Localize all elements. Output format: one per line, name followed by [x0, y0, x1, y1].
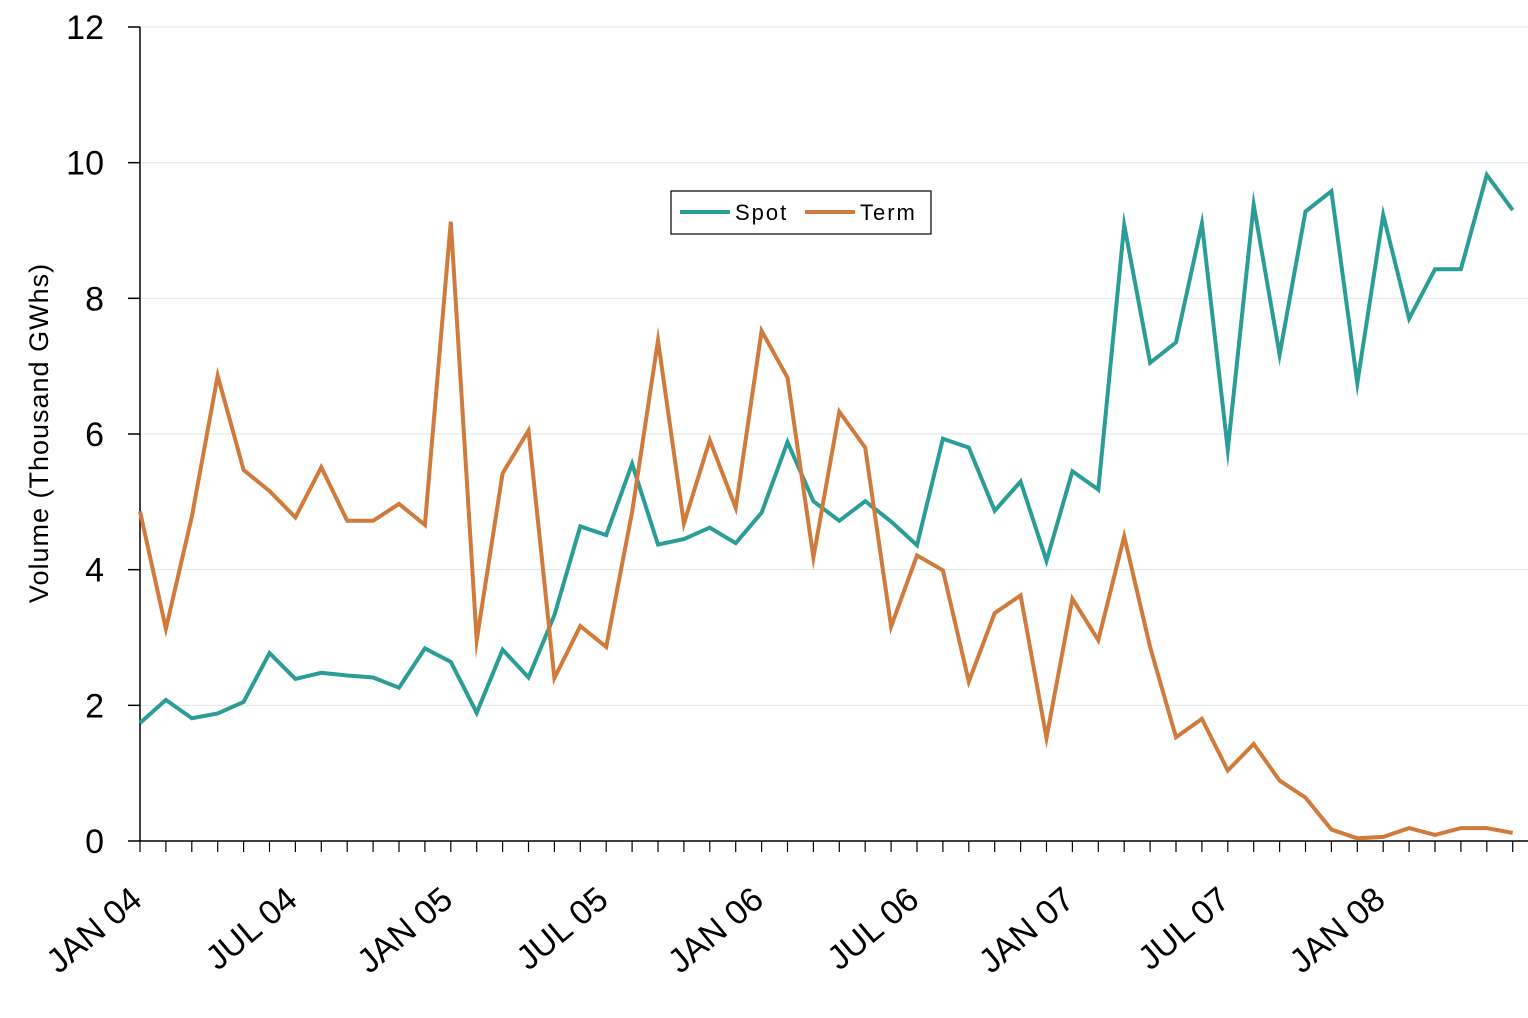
legend: Spot Term	[670, 190, 932, 235]
legend-label-spot: Spot	[735, 200, 788, 225]
x-tick-label: JAN 04	[39, 880, 149, 981]
x-tick-label: JAN 08	[1283, 880, 1393, 981]
series-line-term	[138, 221, 1514, 841]
legend-label-term: Term	[860, 200, 917, 225]
y-axis-title: Volume (Thousand GWhs)	[24, 263, 54, 603]
y-tick-label: 4	[85, 552, 104, 590]
x-tick-label: JAN 07	[972, 880, 1082, 981]
y-tick-label: 12	[66, 9, 104, 47]
x-tick-label: JUL 07	[1131, 880, 1237, 978]
grid-lines	[140, 26, 1528, 706]
y-tick-label: 0	[85, 823, 104, 861]
x-tick-label: JUL 04	[199, 880, 305, 978]
x-tick-label: JAN 06	[661, 880, 771, 981]
axes: 0 2 4 6 8 10 12 JAN 04 JUL 04 JAN 05 JUL 05 JAN 06 J…	[39, 9, 1528, 981]
x-tick-label: JUL 05	[509, 880, 615, 978]
series-lines	[138, 170, 1515, 841]
y-tick-label: 6	[85, 416, 104, 454]
y-tick-label: 2	[85, 687, 104, 725]
x-tick-label: JUL 06	[820, 880, 926, 978]
series-line-spot	[138, 170, 1515, 725]
x-tick-label: JAN 05	[350, 880, 460, 981]
y-tick-label: 8	[85, 280, 104, 318]
y-tick-label: 10	[66, 145, 104, 183]
